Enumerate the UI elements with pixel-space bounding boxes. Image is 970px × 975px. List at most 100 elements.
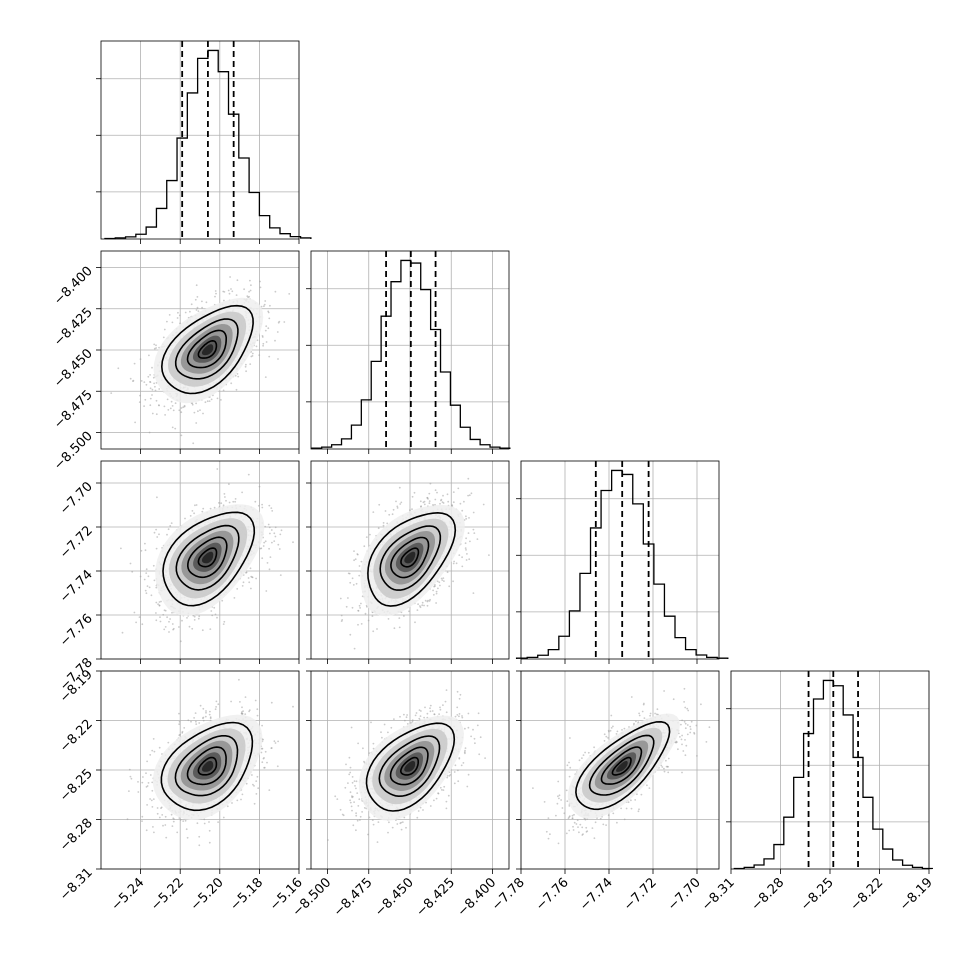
scatter-point xyxy=(355,558,357,560)
scatter-point xyxy=(220,399,222,401)
scatter-point xyxy=(277,741,279,743)
scatter-point xyxy=(264,300,266,302)
scatter-point xyxy=(158,404,160,406)
scatter-point xyxy=(442,501,444,503)
scatter-point xyxy=(227,805,229,807)
scatter-point xyxy=(256,346,258,348)
scatter-point xyxy=(231,290,233,292)
scatter-point xyxy=(245,366,247,368)
scatter-point xyxy=(164,329,166,331)
scatter-point xyxy=(209,400,211,402)
scatter-point xyxy=(146,568,148,570)
scatter-point xyxy=(442,577,444,579)
scatter-point xyxy=(252,353,254,355)
scatter-point xyxy=(358,575,360,577)
scatter-point xyxy=(202,708,204,710)
scatter-point xyxy=(465,515,467,517)
scatter-point xyxy=(228,290,230,292)
scatter-point xyxy=(181,620,183,622)
scatter-point xyxy=(179,315,181,317)
scatter-point xyxy=(275,536,277,538)
scatter-point xyxy=(383,522,385,524)
scatter-point xyxy=(359,605,361,607)
scatter-point xyxy=(277,544,279,546)
scatter-point xyxy=(277,358,279,360)
scatter-point xyxy=(448,585,450,587)
scatter-point xyxy=(159,817,161,819)
scatter-point xyxy=(435,602,437,604)
scatter-point xyxy=(242,710,244,712)
scatter-point xyxy=(165,626,167,628)
scatter-point xyxy=(192,510,194,512)
scatter-point xyxy=(436,591,438,593)
scatter-point xyxy=(193,717,195,719)
scatter-point xyxy=(225,500,227,502)
scatter-point xyxy=(250,567,252,569)
scatter-point xyxy=(361,561,363,563)
scatter-point xyxy=(453,491,455,493)
scatter-point xyxy=(385,510,387,512)
scatter-point xyxy=(412,496,414,498)
scatter-point xyxy=(425,600,427,602)
scatter-point xyxy=(265,590,267,592)
scatter-point xyxy=(189,626,191,628)
scatter-point xyxy=(453,561,455,563)
scatter-point xyxy=(360,603,362,605)
scatter-point xyxy=(223,623,225,625)
scatter-point xyxy=(417,609,419,611)
scatter-point xyxy=(195,299,197,301)
scatter-point xyxy=(194,412,196,414)
scatter-point xyxy=(147,376,149,378)
scatter-point xyxy=(234,597,236,599)
scatter-point xyxy=(368,620,370,622)
scatter-point xyxy=(467,478,469,480)
scatter-point xyxy=(216,701,218,703)
scatter-point xyxy=(156,400,158,402)
scatter-point xyxy=(441,579,443,581)
scatter-point xyxy=(277,331,279,333)
scatter-point xyxy=(267,562,269,564)
scatter-point xyxy=(151,790,153,792)
scatter-point xyxy=(468,517,470,519)
scatter-point xyxy=(443,580,445,582)
scatter-point xyxy=(465,547,467,549)
scatter-point xyxy=(231,802,233,804)
scatter-point xyxy=(392,513,394,515)
y-tick-label: −7.74 xyxy=(57,567,96,606)
scatter-point xyxy=(288,293,290,295)
scatter-point xyxy=(447,493,449,495)
scatter-point xyxy=(173,821,175,823)
scatter-point xyxy=(164,414,166,416)
scatter-point xyxy=(172,427,174,429)
scatter-point xyxy=(211,399,213,401)
scatter-point xyxy=(281,529,283,531)
scatter-point xyxy=(353,559,355,561)
scatter-point xyxy=(421,604,423,606)
scatter-point xyxy=(250,284,252,286)
scatter-point xyxy=(145,590,147,592)
scatter-point xyxy=(202,508,204,510)
scatter-point xyxy=(236,294,238,296)
scatter-point xyxy=(197,410,199,412)
scatter-point xyxy=(151,367,153,369)
scatter-point xyxy=(230,382,232,384)
scatter-point xyxy=(352,607,354,609)
scatter-point xyxy=(156,496,158,498)
scatter-point xyxy=(466,559,468,561)
scatter-point xyxy=(139,616,141,618)
scatter-point xyxy=(149,381,151,383)
scatter-point xyxy=(232,501,234,503)
scatter-point xyxy=(359,565,361,567)
scatter-point xyxy=(195,422,197,424)
scatter-point xyxy=(140,576,142,578)
scatter-point xyxy=(218,502,220,504)
scatter-point xyxy=(349,634,351,636)
scatter-point xyxy=(190,515,192,517)
scatter-point xyxy=(260,547,262,549)
scatter-point xyxy=(191,303,193,305)
scatter-point xyxy=(221,600,223,602)
scatter-point xyxy=(198,844,200,846)
scatter-point xyxy=(248,474,250,476)
scatter-point xyxy=(386,523,388,525)
